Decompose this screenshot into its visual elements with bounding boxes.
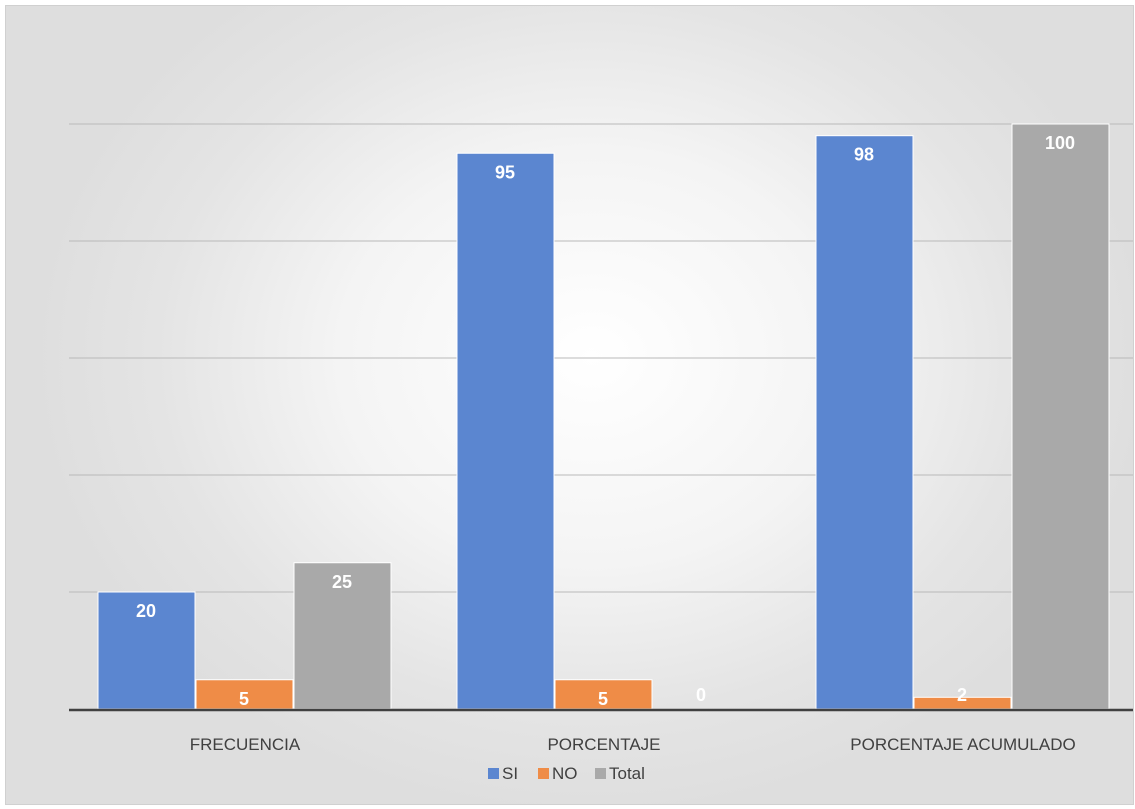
legend-swatch-no [538,768,549,779]
data-label-si-1: 20 [136,601,156,621]
legend-swatch-si [488,768,499,779]
bars: 20 5 25 95 5 0 98 2 100 [97,123,1110,710]
bar-total-1 [293,562,392,710]
bar-si-1 [97,591,196,710]
data-label-no-2: 5 [598,689,608,709]
legend-label-no: NO [552,764,578,783]
data-label-total-1: 25 [332,572,352,592]
bar-si-2 [456,152,555,710]
data-label-total-2: 0 [696,685,706,705]
category-label: PORCENTAJE [547,735,660,754]
data-label-si-2: 95 [495,162,515,182]
bar-chart: 20 5 25 95 5 0 98 2 100 FRECUENCIA PORCENTAJE PORC… [69,123,1133,783]
bar-no-2 [554,679,653,710]
category-label: FRECUENCIA [190,735,301,754]
data-label-no-3: 2 [957,685,967,705]
legend-swatch-total [595,768,606,779]
category-labels: FRECUENCIA PORCENTAJE PORCENTAJE ACUMULADO [190,735,1076,754]
legend: SI NO Total [488,764,645,783]
gridlines [69,123,1133,593]
bar-si-3 [815,135,914,710]
category-label: PORCENTAJE ACUMULADO [850,735,1075,754]
legend-label-total: Total [609,764,645,783]
data-label-si-3: 98 [854,145,874,165]
legend-label-si: SI [502,764,518,783]
bar-total-3 [1011,123,1110,710]
data-label-total-3: 100 [1045,133,1075,153]
chart-frame: 20 5 25 95 5 0 98 2 100 FRECUENCIA PORCENTAJE PORC… [5,5,1134,805]
data-label-no-1: 5 [239,689,249,709]
